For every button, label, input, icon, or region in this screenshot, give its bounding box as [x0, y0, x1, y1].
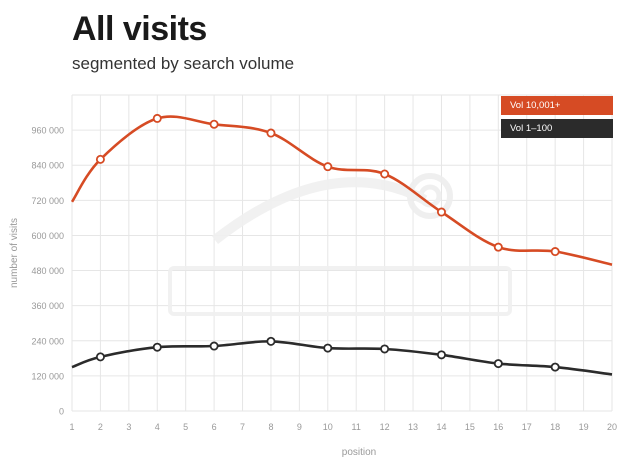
x-tick-label: 12: [380, 422, 390, 432]
series-markers: [95, 113, 560, 372]
data-point-series2: [323, 343, 333, 353]
y-tick-label: 360 000: [31, 301, 64, 311]
data-point-series1: [550, 247, 560, 257]
data-point-series1: [152, 113, 162, 123]
watermark-logo: [168, 173, 512, 316]
y-tick-label: 840 000: [31, 161, 64, 171]
legend-item-series1: Vol 10,001+: [501, 96, 613, 115]
series-line-1: [70, 115, 613, 266]
x-tick-label: 10: [323, 422, 333, 432]
data-point-series2: [152, 342, 162, 352]
x-tick-label: 17: [522, 422, 532, 432]
data-point-series2: [493, 359, 503, 369]
x-tick-label: 14: [436, 422, 446, 432]
y-tick-label: 120 000: [31, 371, 64, 381]
y-tick-label: 600 000: [31, 231, 64, 241]
legend-item-series2: Vol 1–100: [501, 119, 613, 138]
y-tick-label: 960 000: [31, 126, 64, 136]
data-point-series1: [209, 119, 219, 129]
grid-lines: [71, 94, 613, 412]
x-axis-ticks: 1 2 3 4 5 6 7 8 9 10 11 12 13 14 15 16 17 18 19 20: [69, 422, 617, 432]
x-tick-label: 6: [212, 422, 217, 432]
data-point-series1: [323, 162, 333, 172]
chart-subtitle: segmented by search volume: [72, 54, 295, 73]
y-tick-label: 480 000: [31, 266, 64, 276]
data-point-series2: [95, 352, 105, 362]
x-tick-label: 16: [493, 422, 503, 432]
x-tick-label: 3: [126, 422, 131, 432]
data-point-series1: [493, 242, 503, 252]
x-tick-label: 20: [607, 422, 617, 432]
x-tick-label: 13: [408, 422, 418, 432]
x-tick-label: 19: [579, 422, 589, 432]
data-point-series1: [380, 169, 390, 179]
x-tick-label: 7: [240, 422, 245, 432]
data-point-series1: [436, 207, 446, 217]
x-tick-label: 8: [268, 422, 273, 432]
x-tick-label: 5: [183, 422, 188, 432]
x-tick-label: 1: [69, 422, 74, 432]
data-point-series1: [95, 154, 105, 164]
y-tick-label: 720 000: [31, 196, 64, 206]
x-axis-label: position: [342, 447, 376, 458]
data-point-series2: [209, 341, 219, 351]
y-axis-label: number of visits: [9, 218, 20, 288]
data-point-series2: [266, 336, 276, 346]
x-tick-label: 4: [155, 422, 160, 432]
x-tick-label: 18: [550, 422, 560, 432]
x-tick-label: 15: [465, 422, 475, 432]
data-point-series1: [266, 128, 276, 138]
data-point-series2: [380, 344, 390, 354]
y-tick-label: 240 000: [31, 336, 64, 346]
series-lines: [70, 115, 613, 376]
data-point-series2: [436, 350, 446, 360]
chart-title: All visits: [72, 10, 207, 48]
data-point-series2: [550, 362, 560, 372]
y-axis-ticks: 0 120 000 240 000 360 000 480 000 600 000 720 …: [31, 126, 64, 417]
x-tick-label: 11: [352, 422, 361, 432]
y-tick-label: 0: [59, 407, 64, 417]
x-tick-label: 9: [297, 422, 302, 432]
x-tick-label: 2: [98, 422, 103, 432]
